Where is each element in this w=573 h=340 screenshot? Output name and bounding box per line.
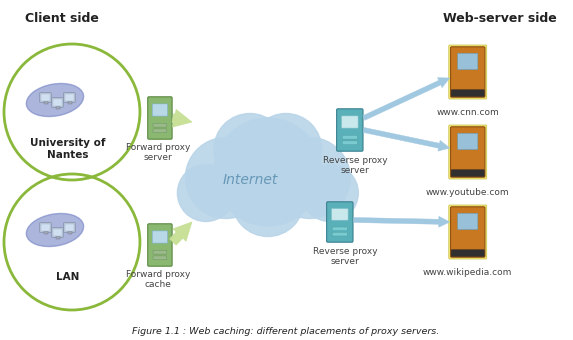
Polygon shape xyxy=(363,78,450,120)
Polygon shape xyxy=(354,216,450,227)
Text: www.cnn.com: www.cnn.com xyxy=(437,108,499,117)
Bar xyxy=(65,94,74,101)
FancyBboxPatch shape xyxy=(336,109,363,151)
Bar xyxy=(44,231,48,234)
FancyBboxPatch shape xyxy=(449,45,486,99)
FancyBboxPatch shape xyxy=(52,228,63,237)
FancyBboxPatch shape xyxy=(342,135,358,139)
Bar xyxy=(56,106,60,109)
Text: University of
Nantes: University of Nantes xyxy=(30,138,105,159)
Text: www.youtube.com: www.youtube.com xyxy=(426,188,509,197)
FancyBboxPatch shape xyxy=(40,223,51,232)
FancyBboxPatch shape xyxy=(450,47,485,97)
FancyBboxPatch shape xyxy=(452,250,484,256)
Bar xyxy=(65,224,74,231)
FancyBboxPatch shape xyxy=(450,207,485,257)
Text: Client side: Client side xyxy=(25,12,99,25)
Text: LAN: LAN xyxy=(56,272,80,282)
FancyBboxPatch shape xyxy=(332,227,347,231)
FancyBboxPatch shape xyxy=(52,98,63,107)
FancyBboxPatch shape xyxy=(458,213,478,230)
Circle shape xyxy=(186,137,266,219)
FancyBboxPatch shape xyxy=(452,90,484,97)
FancyBboxPatch shape xyxy=(153,256,167,260)
FancyBboxPatch shape xyxy=(449,205,486,259)
Circle shape xyxy=(214,118,322,226)
Text: Internet: Internet xyxy=(222,173,277,187)
FancyBboxPatch shape xyxy=(342,116,358,128)
FancyBboxPatch shape xyxy=(64,93,75,102)
Circle shape xyxy=(232,165,304,237)
Bar xyxy=(41,94,50,101)
Bar xyxy=(68,101,72,104)
Bar xyxy=(41,224,50,231)
FancyBboxPatch shape xyxy=(153,250,167,254)
FancyBboxPatch shape xyxy=(449,125,486,179)
FancyBboxPatch shape xyxy=(153,129,167,133)
Circle shape xyxy=(214,114,286,186)
Bar xyxy=(56,236,60,239)
Text: Figure 1.1 : Web caching: different placements of proxy servers.: Figure 1.1 : Web caching: different plac… xyxy=(132,327,439,336)
Bar xyxy=(53,99,62,106)
FancyBboxPatch shape xyxy=(450,127,485,177)
FancyBboxPatch shape xyxy=(452,170,484,176)
Text: Reverse proxy
server: Reverse proxy server xyxy=(312,247,377,267)
FancyBboxPatch shape xyxy=(342,141,358,145)
Text: Web-server side: Web-server side xyxy=(443,12,556,25)
Circle shape xyxy=(250,114,322,186)
Polygon shape xyxy=(170,222,192,245)
Circle shape xyxy=(178,165,234,221)
Bar xyxy=(68,231,72,234)
FancyBboxPatch shape xyxy=(152,104,167,116)
FancyBboxPatch shape xyxy=(458,53,478,70)
FancyBboxPatch shape xyxy=(332,232,347,236)
Circle shape xyxy=(301,165,358,221)
Bar xyxy=(44,101,48,104)
Ellipse shape xyxy=(26,83,84,117)
FancyBboxPatch shape xyxy=(153,123,167,127)
Bar xyxy=(53,229,62,236)
FancyBboxPatch shape xyxy=(64,223,75,232)
FancyBboxPatch shape xyxy=(458,133,478,150)
Polygon shape xyxy=(363,128,450,151)
FancyBboxPatch shape xyxy=(152,231,167,243)
Text: Forward proxy
server: Forward proxy server xyxy=(125,143,190,163)
FancyBboxPatch shape xyxy=(332,208,348,220)
FancyBboxPatch shape xyxy=(327,202,353,242)
Text: www.wikipedia.com: www.wikipedia.com xyxy=(423,268,512,277)
Ellipse shape xyxy=(26,214,84,246)
Circle shape xyxy=(269,137,350,219)
Text: Reverse proxy
server: Reverse proxy server xyxy=(323,156,387,175)
FancyBboxPatch shape xyxy=(148,97,172,139)
FancyBboxPatch shape xyxy=(40,93,51,102)
Text: Forward proxy
cache: Forward proxy cache xyxy=(125,270,190,289)
Polygon shape xyxy=(172,109,192,127)
FancyBboxPatch shape xyxy=(148,224,172,266)
